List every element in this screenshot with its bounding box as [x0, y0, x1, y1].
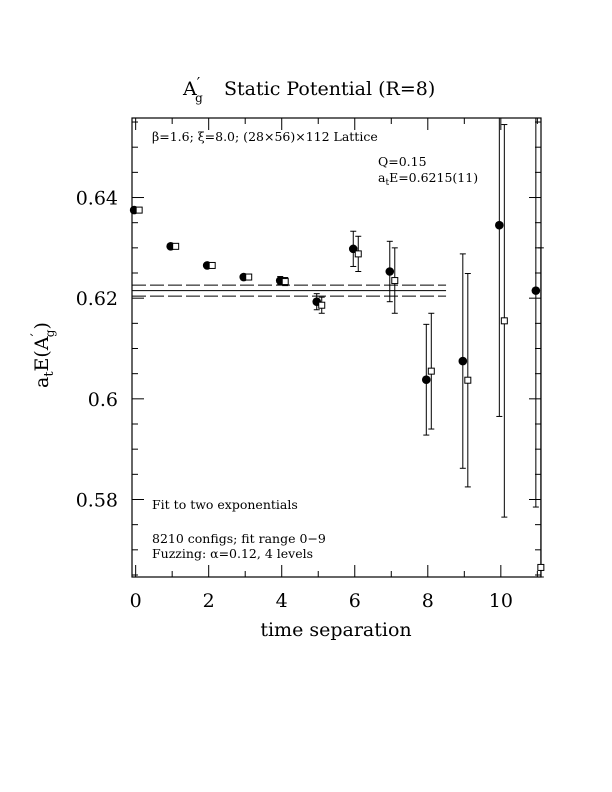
lattice-annotation: β=1.6; ξ=8.0; (28×56)×112 Lattice: [152, 129, 378, 144]
title-rest: Static Potential (R=8): [224, 78, 435, 100]
x-tick-label-4: 8: [422, 590, 434, 612]
point-circle-9: [458, 356, 468, 366]
point-circle-8: [421, 375, 431, 385]
fit-band: [132, 284, 447, 297]
point-square-7: [391, 277, 399, 285]
data-points: [129, 117, 545, 578]
ylabel-t: t: [42, 371, 57, 377]
point-square-10: [500, 317, 508, 325]
energy-annotation: atE=0.6215(11): [378, 170, 478, 188]
axis-ticks: 0 2 4 6 8 10 0.58 0.6 0.62 0.64: [76, 118, 541, 612]
ylabel-mid: E(A: [31, 336, 53, 371]
x-tick-label-0: 0: [130, 590, 142, 612]
title-main: A: [182, 78, 197, 100]
x-tick-label-3: 6: [349, 590, 361, 612]
energy-sub: t: [385, 178, 389, 188]
chart-title: A′ g Static Potential (R=8): [182, 74, 435, 105]
point-square-1: [172, 242, 180, 250]
ylabel-sub: g: [43, 329, 57, 337]
point-square-2: [208, 261, 216, 269]
point-circle-7: [385, 267, 395, 276]
y-tick-label-3: 0.64: [76, 188, 118, 210]
x-tick-label-5: 10: [489, 590, 513, 612]
x-axis-label: time separation: [260, 619, 411, 641]
ylabel-prime: ′: [29, 333, 45, 336]
fit-annotation: Fit to two exponentials: [152, 497, 298, 512]
point-square-4: [281, 278, 289, 286]
energy-prefix: a: [378, 170, 386, 185]
fuzzing-annotation: Fuzzing: α=0.12, 4 levels: [152, 546, 313, 561]
title-sub: g: [195, 91, 203, 105]
point-square-11: [537, 563, 545, 571]
point-square-8: [427, 367, 435, 375]
y-axis-label: atE(A′g): [29, 322, 57, 388]
point-circle-10: [495, 220, 504, 230]
point-square-5: [318, 301, 326, 309]
ylabel-main: a: [31, 377, 53, 388]
title-prime: ′: [197, 74, 201, 92]
point-square-3: [245, 273, 253, 281]
q-annotation: Q=0.15: [378, 154, 427, 169]
point-square-0: [135, 206, 143, 214]
point-square-9: [464, 376, 472, 384]
x-tick-label-2: 4: [276, 590, 288, 612]
y-tick-label-1: 0.6: [88, 389, 118, 411]
ylabel-end: ): [31, 322, 53, 329]
y-tick-label-0: 0.58: [76, 489, 118, 511]
configs-annotation: 8210 configs; fit range 0−9: [152, 531, 326, 546]
point-square-6: [354, 250, 362, 258]
point-circle-11: [531, 286, 541, 295]
energy-rest: E=0.6215(11): [389, 170, 478, 185]
y-tick-label-2: 0.62: [76, 288, 118, 310]
x-tick-label-1: 2: [203, 590, 215, 612]
